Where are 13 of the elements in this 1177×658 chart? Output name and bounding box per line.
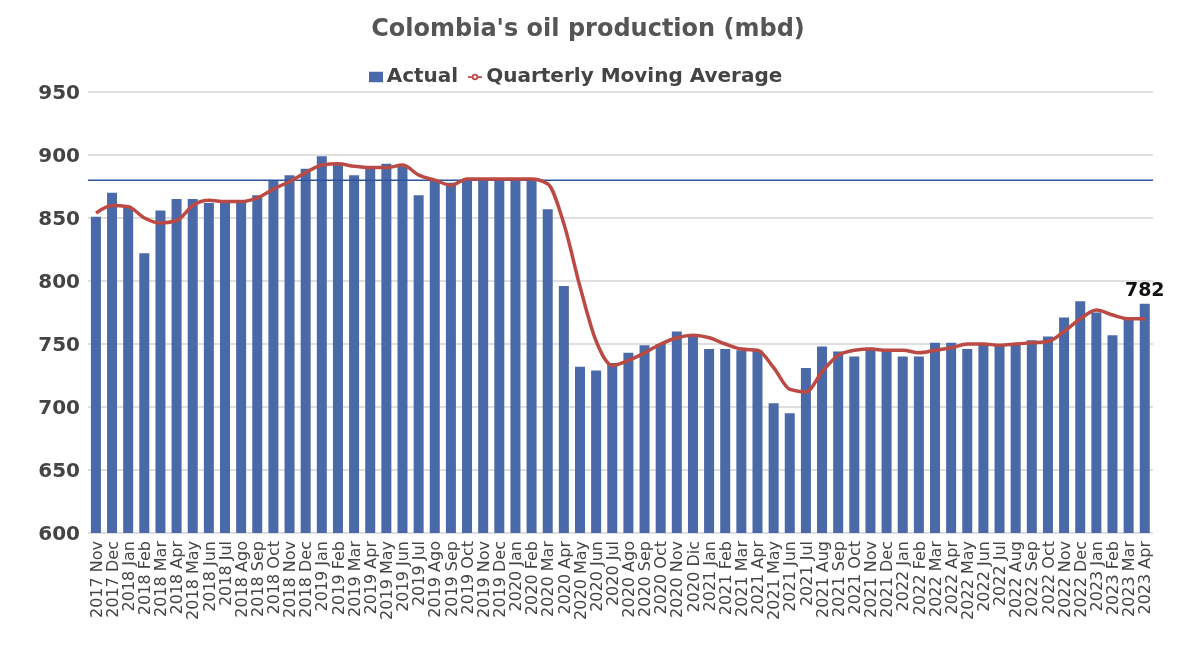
legend-label: Quarterly Moving Average: [486, 63, 783, 87]
y-tick-label: 900: [38, 143, 80, 168]
y-tick-label: 800: [38, 269, 80, 294]
chart-title: Colombia's oil production (mbd): [370, 13, 806, 44]
y-tick-label: 650: [38, 458, 80, 483]
legend-label: Actual: [386, 63, 459, 87]
y-tick-label: 950: [38, 80, 80, 105]
y-tick-label: 600: [38, 521, 80, 546]
y-tick-label: 700: [38, 395, 80, 420]
data-label: 782: [1124, 277, 1165, 300]
x-tick-label: 2020 Jan: [506, 541, 526, 612]
y-tick-label: 850: [38, 206, 80, 231]
y-tick-label: 750: [38, 332, 80, 357]
